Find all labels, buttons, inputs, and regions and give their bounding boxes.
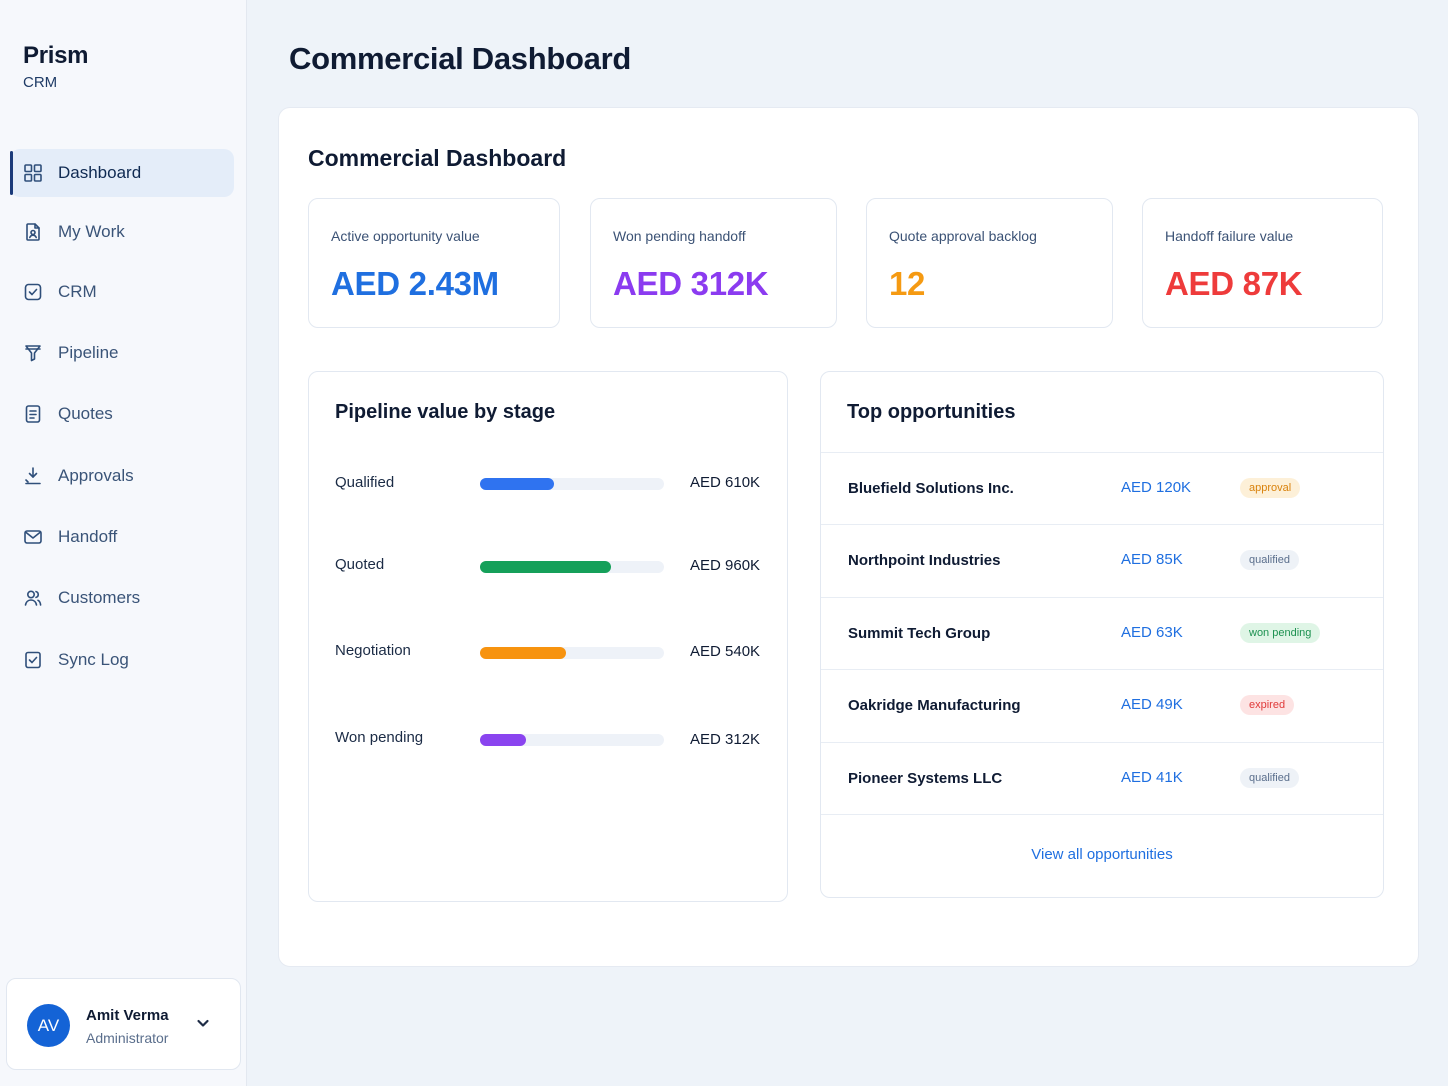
- kpi-label: Quote approval backlog: [889, 228, 1037, 244]
- kpi-quote-approval-backlog: Quote approval backlog 12: [866, 198, 1113, 328]
- opportunity-name: Pioneer Systems LLC: [848, 770, 1003, 787]
- kpi-handoff-failure-value: Handoff failure value AED 87K: [1142, 198, 1383, 328]
- funnel-icon: [23, 343, 43, 363]
- opportunity-name: Northpoint Industries: [848, 552, 1001, 569]
- kpi-active-opportunity-value: Active opportunity value AED 2.43M: [308, 198, 560, 328]
- check-square-icon: [23, 650, 43, 670]
- page-title: Commercial Dashboard: [289, 41, 631, 76]
- opportunity-name: Oakridge Manufacturing: [848, 697, 1021, 714]
- stage-bar-track: [480, 647, 664, 659]
- stage-label: Won pending: [335, 729, 424, 746]
- users-icon: [23, 588, 43, 608]
- table-row[interactable]: Pioneer Systems LLC AED 41K qualified: [821, 742, 1383, 814]
- brand-sub: CRM: [23, 74, 58, 91]
- stage-label: Quoted: [335, 556, 385, 573]
- opportunity-value: AED 63K: [1121, 624, 1183, 641]
- kpi-label: Handoff failure value: [1165, 228, 1294, 244]
- user-name: Amit Verma: [86, 1007, 169, 1024]
- kpi-value: AED 312K: [613, 265, 769, 302]
- card-title: Pipeline value by stage: [335, 401, 556, 423]
- kpi-value: 12: [889, 265, 926, 302]
- sidebar-item-label: Pipeline: [58, 343, 119, 362]
- stage-bar-track: [480, 561, 664, 573]
- stage-bar-track: [480, 478, 664, 490]
- sidebar-item-handoff[interactable]: Handoff: [10, 513, 234, 561]
- opportunity-name: Bluefield Solutions Inc.: [848, 480, 1014, 497]
- table-row[interactable]: Oakridge Manufacturing AED 49K expired: [821, 669, 1383, 741]
- status-badge: approval: [1240, 478, 1301, 498]
- sidebar-item-pipeline[interactable]: Pipeline: [10, 329, 234, 377]
- sidebar-item-label: Dashboard: [58, 163, 142, 182]
- sidebar-item-label: Customers: [58, 588, 141, 607]
- stage-bar-fill: [480, 561, 611, 573]
- opportunity-value: AED 49K: [1121, 696, 1183, 713]
- sidebar-item-label: Approvals: [58, 466, 134, 485]
- stage-label: Negotiation: [335, 642, 411, 659]
- stage-label: Qualified: [335, 474, 395, 491]
- stage-bar-fill: [480, 478, 554, 490]
- user-card[interactable]: AV Amit Verma Administrator: [6, 978, 241, 1070]
- sidebar-item-dashboard[interactable]: Dashboard: [10, 149, 234, 197]
- opportunity-value: AED 85K: [1121, 551, 1183, 568]
- stage-value: AED 540K: [690, 643, 761, 660]
- dashboard-panel: Commercial Dashboard Active opportunity …: [278, 107, 1419, 967]
- stage-value: AED 312K: [690, 731, 761, 748]
- document-icon: [23, 404, 43, 424]
- sidebar-item-label: My Work: [58, 222, 125, 241]
- sidebar-item-approvals[interactable]: Approvals: [10, 452, 234, 500]
- kpi-won-pending-handoff: Won pending handoff AED 312K: [590, 198, 837, 328]
- view-all-opportunities-link[interactable]: View all opportunities: [1031, 846, 1173, 863]
- sidebar-item-my-work[interactable]: My Work: [10, 208, 234, 256]
- opportunity-value: AED 41K: [1121, 769, 1183, 786]
- stage-value: AED 610K: [690, 474, 761, 491]
- status-badge: qualified: [1240, 550, 1299, 570]
- opportunity-name: Summit Tech Group: [848, 625, 991, 642]
- status-badge: qualified: [1240, 768, 1299, 788]
- top-opportunities-card: Top opportunities Bluefield Solutions In…: [820, 371, 1384, 898]
- mail-icon: [23, 527, 43, 547]
- pipeline-card: Pipeline value by stage Qualified AED 61…: [308, 371, 788, 902]
- document-user-icon: [23, 222, 43, 242]
- stage-bar-track: [480, 734, 664, 746]
- status-badge: won pending: [1240, 623, 1321, 643]
- kpi-value: AED 2.43M: [331, 265, 499, 302]
- stage-bar-fill: [480, 734, 526, 746]
- brand: Prism CRM: [23, 42, 89, 91]
- stage-bar-fill: [480, 647, 567, 659]
- table-row[interactable]: Summit Tech Group AED 63K won pending: [821, 597, 1383, 669]
- opportunity-value: AED 120K: [1121, 479, 1192, 496]
- user-role: Administrator: [86, 1030, 169, 1046]
- card-title: Top opportunities: [847, 401, 1016, 423]
- kpi-value: AED 87K: [1165, 265, 1303, 302]
- grid-icon: [23, 163, 43, 183]
- kpi-label: Won pending handoff: [613, 228, 746, 244]
- status-badge: expired: [1240, 695, 1295, 715]
- table-row[interactable]: Bluefield Solutions Inc. AED 120K approv…: [821, 452, 1383, 524]
- brand-name: Prism: [23, 42, 89, 69]
- download-check-icon: [23, 466, 43, 486]
- sidebar-item-customers[interactable]: Customers: [10, 574, 234, 622]
- chevron-down-icon[interactable]: [195, 1015, 215, 1035]
- sidebar-item-quotes[interactable]: Quotes: [10, 390, 234, 438]
- sidebar-item-label: CRM: [58, 282, 97, 301]
- sidebar-item-crm[interactable]: CRM: [10, 268, 234, 316]
- sidebar-item-label: Handoff: [58, 527, 118, 546]
- avatar: AV: [27, 1004, 70, 1047]
- sidebar-item-label: Quotes: [58, 404, 113, 423]
- sidebar: Prism CRM Dashboard My Work CRM Pipeli: [0, 0, 247, 1086]
- stage-value: AED 960K: [690, 557, 761, 574]
- kpi-label: Active opportunity value: [331, 228, 480, 244]
- table-row[interactable]: Northpoint Industries AED 85K qualified: [821, 524, 1383, 596]
- check-square-icon: [23, 282, 43, 302]
- sidebar-item-label: Sync Log: [58, 650, 129, 669]
- divider: [821, 814, 1383, 815]
- sidebar-item-sync-log[interactable]: Sync Log: [10, 636, 234, 684]
- panel-title: Commercial Dashboard: [308, 145, 567, 171]
